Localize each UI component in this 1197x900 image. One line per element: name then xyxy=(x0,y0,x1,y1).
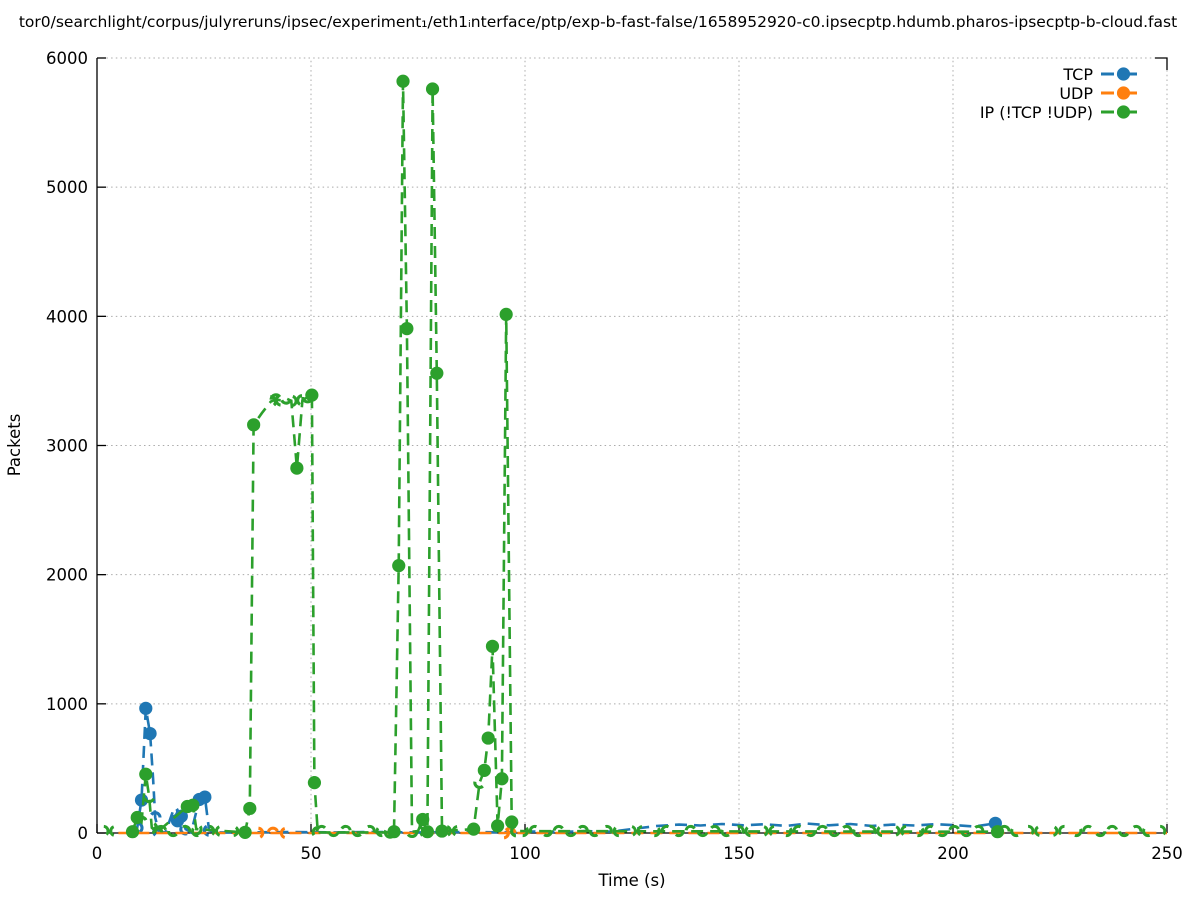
x-tick-label: 250 xyxy=(1151,844,1183,863)
legend-item-udp: UDP xyxy=(1059,84,1146,103)
y-tick-label: 5000 xyxy=(46,178,88,197)
legend-label: IP (!TCP !UDP) xyxy=(980,103,1093,122)
x-tick-label: 100 xyxy=(509,844,541,863)
y-tick-label: 4000 xyxy=(46,307,88,326)
axes: 0 1000 2000 3000 4000 5000 6000 0 50 100 150 200 250 xyxy=(46,49,1183,863)
legend-marker-icon xyxy=(1116,86,1131,100)
grid-lines xyxy=(97,57,1168,833)
y-tick-label: 6000 xyxy=(46,49,88,68)
x-tick-label: 150 xyxy=(723,844,755,863)
x-tick-label: 200 xyxy=(937,844,969,863)
y-tick-label: 1000 xyxy=(46,695,88,714)
data-series xyxy=(97,74,1167,840)
series-ip-tcp-udp- xyxy=(97,74,1167,839)
x-tick-label: 0 xyxy=(92,844,103,863)
series-tcp xyxy=(130,701,1009,839)
x-axis-label: Time (s) xyxy=(597,871,665,890)
legend-item-tcp: TCP xyxy=(1062,65,1146,84)
x-tick-label: 50 xyxy=(301,844,322,863)
chart-title: tor0/searchlight/corpus/julyreruns/ipsec… xyxy=(19,13,1177,31)
legend-marker-icon xyxy=(1116,105,1131,119)
legend-marker-icon xyxy=(1116,67,1131,81)
legend-item-ip-tcp-udp-: IP (!TCP !UDP) xyxy=(980,103,1146,122)
legend-label: UDP xyxy=(1059,84,1093,103)
y-tick-label: 0 xyxy=(78,824,89,843)
y-axis-label: Packets xyxy=(5,414,24,477)
y-tick-label: 2000 xyxy=(46,566,88,585)
y-tick-label: 3000 xyxy=(46,437,88,456)
legend-label: TCP xyxy=(1062,65,1093,84)
